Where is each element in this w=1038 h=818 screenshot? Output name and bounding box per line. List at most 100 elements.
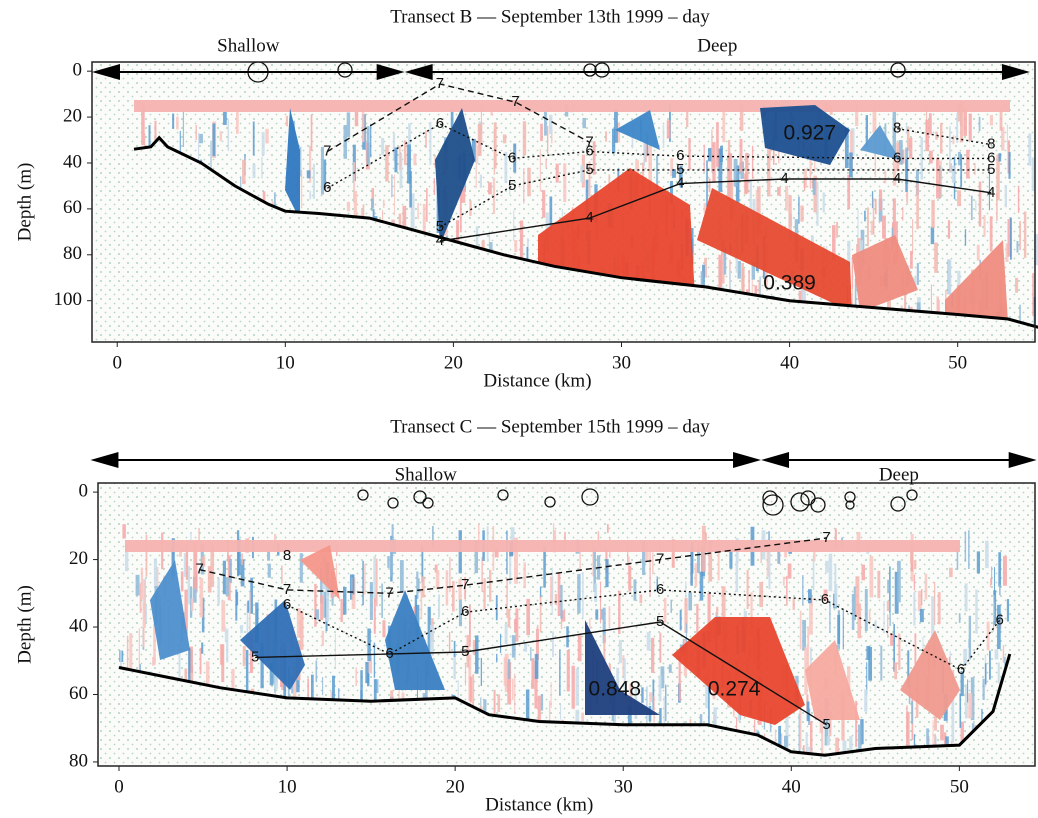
echo-speckle [523, 562, 525, 588]
echo-speckle [1009, 764, 1012, 809]
echo-speckle [977, 551, 980, 573]
echo-speckle [653, 696, 654, 722]
echo-speckle [332, 676, 335, 702]
echo-speckle [934, 243, 938, 273]
isoline-label: 6 [656, 581, 664, 598]
x-tick-label: 30 [612, 352, 631, 373]
y-tick-label: 20 [69, 548, 88, 569]
echo-speckle [184, 553, 186, 577]
echo-speckle [906, 705, 907, 742]
echo-speckle [407, 144, 411, 183]
echo-speckle [347, 112, 350, 137]
echo-speckle [582, 118, 586, 128]
echo-speckle [985, 541, 989, 568]
echo-speckle [704, 145, 705, 172]
x-tick-label: 0 [112, 352, 122, 373]
echo-speckle [99, 775, 102, 797]
echo-speckle [540, 596, 542, 632]
echo-speckle [343, 587, 346, 615]
echo-speckle [488, 182, 492, 194]
echo-speckle [243, 646, 246, 666]
echo-speckle [252, 164, 255, 178]
echo-speckle [695, 563, 698, 587]
echo-speckle [353, 162, 355, 203]
echo-speckle [563, 163, 566, 202]
echo-speckle [300, 147, 301, 177]
echo-speckle [688, 138, 690, 170]
echo-speckle [931, 285, 932, 314]
echo-speckle [322, 631, 324, 646]
echo-speckle [328, 346, 331, 364]
echo-speckle [875, 620, 877, 630]
echo-speckle [925, 120, 929, 151]
echo-speckle [262, 132, 265, 155]
echo-speckle [404, 140, 407, 165]
echo-speckle [526, 599, 530, 635]
echo-speckle [786, 576, 787, 606]
region-label: Shallow [395, 464, 458, 485]
echo-speckle [633, 579, 636, 600]
value-annotation: 0.927 [783, 122, 836, 145]
echo-speckle [360, 348, 362, 366]
echo-speckle [974, 163, 975, 175]
echo-speckle [894, 662, 897, 679]
echo-speckle [374, 595, 376, 633]
echo-speckle [394, 175, 395, 216]
echo-speckle [865, 589, 868, 631]
x-tick-label: 40 [782, 776, 801, 797]
echo-speckle [897, 561, 901, 603]
isoline-label: 5 [461, 643, 469, 660]
echo-speckle [514, 674, 515, 714]
echo-speckle [549, 115, 552, 134]
echo-speckle [580, 165, 583, 182]
echo-speckle [139, 628, 140, 672]
echo-speckle [247, 601, 249, 613]
echo-speckle [852, 257, 853, 289]
echo-speckle [967, 679, 968, 702]
echo-speckle [929, 113, 932, 135]
echo-speckle [172, 113, 174, 128]
y-tick-label: 40 [69, 615, 88, 636]
echo-speckle [938, 592, 941, 624]
echo-speckle [222, 346, 224, 374]
echo-speckle [335, 634, 336, 668]
echo-speckle [240, 625, 243, 633]
echo-speckle [920, 776, 923, 812]
echo-speckle [503, 134, 506, 143]
isoline-label: 5 [508, 177, 516, 194]
echo-speckle [541, 694, 543, 711]
echo-speckle [742, 268, 745, 295]
echo-speckle [614, 110, 618, 143]
echo-speckle [429, 122, 431, 165]
echo-speckle [916, 183, 919, 229]
echo-speckle [465, 663, 466, 686]
echo-speckle [963, 108, 967, 136]
echo-speckle [804, 179, 805, 191]
echo-speckle [540, 149, 541, 192]
echo-speckle [1006, 344, 1008, 384]
echo-speckle [952, 135, 954, 144]
echo-speckle [210, 141, 211, 168]
echo-speckle [330, 769, 334, 785]
echo-speckle [125, 772, 129, 812]
echo-speckle [911, 701, 913, 724]
echo-speckle [827, 736, 830, 745]
echo-speckle [523, 168, 524, 204]
echo-speckle [873, 198, 875, 234]
isoline-label: 4 [585, 209, 593, 226]
echo-speckle [226, 629, 228, 663]
echo-speckle [802, 575, 803, 605]
isoline-label: 7 [323, 142, 331, 159]
echo-speckle [847, 175, 850, 209]
region-label: Deep [697, 35, 737, 56]
echo-speckle [807, 701, 810, 721]
x-tick-label: 0 [114, 776, 124, 797]
echo-speckle [788, 564, 792, 579]
x-tick-label: 20 [446, 776, 465, 797]
echo-speckle [469, 201, 471, 216]
echo-speckle [367, 126, 370, 165]
echo-speckle [555, 594, 557, 605]
echo-speckle [665, 685, 666, 721]
echo-speckle [652, 552, 654, 574]
isoline-label: 7 [436, 75, 444, 92]
